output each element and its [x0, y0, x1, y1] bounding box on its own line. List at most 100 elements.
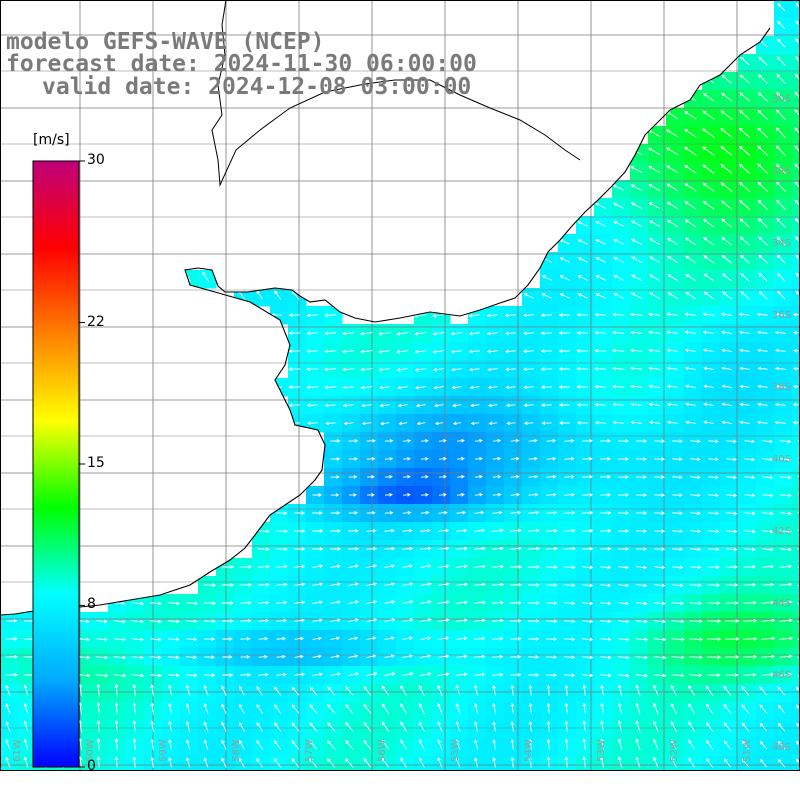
wind-arrow — [690, 547, 702, 552]
wind-arrow — [671, 619, 685, 624]
wind-arrow — [455, 684, 461, 697]
wind-arrow — [576, 366, 589, 371]
wind-arrow — [653, 601, 666, 606]
wind-arrow — [185, 702, 191, 715]
wind-arrow — [594, 330, 607, 335]
wind-arrow — [487, 367, 498, 372]
wind-arrow — [761, 654, 776, 659]
lon-label: 55W — [450, 739, 461, 762]
wind-arrow — [437, 618, 450, 622]
wind-arrow — [523, 293, 534, 299]
wind-arrow — [740, 291, 750, 300]
wind-arrow — [564, 684, 569, 696]
wind-arrow — [363, 685, 372, 696]
wind-arrow — [721, 255, 732, 264]
wind-arrow — [792, 348, 800, 353]
wind-arrow — [618, 475, 630, 479]
wind-arrow — [470, 403, 480, 408]
wind-arrow — [689, 601, 703, 606]
wind-arrow — [288, 367, 301, 371]
wind-arrow — [707, 529, 720, 534]
wind-arrow — [546, 438, 557, 443]
wind-arrow — [437, 721, 443, 733]
wind-arrow — [653, 583, 666, 588]
wind-arrow — [401, 618, 414, 623]
wind-arrow — [203, 739, 209, 750]
wind-arrow — [600, 565, 612, 570]
wind-arrow — [685, 291, 696, 300]
wind-arrow — [618, 547, 630, 551]
wind-arrow — [725, 511, 738, 516]
wind-arrow — [167, 673, 180, 678]
wind-arrow — [690, 457, 701, 462]
lon-label: 56W — [377, 739, 388, 762]
wind-arrow — [366, 546, 378, 551]
wind-arrow — [559, 293, 570, 299]
wind-arrow — [688, 703, 696, 715]
wind-arrow — [291, 704, 300, 714]
wind-arrow — [275, 564, 288, 569]
wind-arrow — [239, 739, 245, 750]
wind-arrow — [528, 684, 533, 696]
wind-arrow — [739, 200, 751, 210]
wind-arrow — [540, 331, 552, 335]
wind-arrow — [723, 685, 732, 696]
wind-arrow — [324, 367, 337, 372]
wind-arrow — [703, 420, 714, 425]
wind-arrow — [492, 720, 496, 732]
wind-arrow — [330, 600, 342, 604]
wind-arrow — [690, 475, 701, 480]
wind-arrow — [5, 720, 11, 733]
wind-arrow — [612, 366, 625, 371]
wind-arrow — [327, 740, 336, 750]
wind-arrow — [758, 272, 768, 282]
wind-arrow — [239, 757, 245, 768]
wind-arrow — [402, 546, 414, 551]
wind-arrow — [345, 757, 354, 768]
wind-arrow — [455, 564, 468, 569]
wind-arrow — [649, 238, 661, 246]
wind-arrow — [546, 655, 558, 659]
wind-arrow — [739, 92, 751, 102]
wind-arrow — [792, 402, 800, 407]
wind-arrow — [563, 583, 576, 588]
wind-arrow — [527, 565, 540, 569]
wind-arrow — [743, 564, 757, 569]
wind-arrow — [77, 619, 90, 624]
wind-arrow — [491, 528, 504, 533]
wind-arrow — [348, 546, 360, 551]
wind-arrow — [707, 673, 721, 678]
wind-arrow — [545, 619, 558, 623]
wind-arrow — [203, 685, 209, 696]
wind-arrow — [330, 439, 341, 443]
wind-arrow — [630, 366, 643, 371]
wind-arrow — [378, 385, 391, 390]
wind-arrow — [635, 738, 641, 751]
wind-arrow — [635, 601, 648, 606]
wind-arrow — [510, 720, 515, 732]
wind-arrow — [167, 655, 180, 660]
wind-arrow — [777, 20, 786, 30]
wind-arrow — [702, 330, 715, 335]
wind-arrow — [684, 128, 697, 138]
wind-arrow — [762, 457, 774, 462]
wind-arrow — [684, 348, 697, 353]
wind-arrow — [383, 600, 396, 605]
wind-arrow — [741, 758, 750, 768]
wind-arrow — [492, 684, 496, 697]
wind-arrow — [309, 722, 318, 732]
wind-arrow — [635, 684, 641, 697]
wind-arrow — [504, 331, 516, 336]
wind-arrow — [600, 601, 612, 606]
wind-arrow — [291, 722, 300, 732]
wind-arrow — [564, 655, 576, 660]
wind-arrow — [275, 511, 288, 516]
wind-arrow — [23, 756, 29, 769]
wind-arrow — [779, 493, 792, 498]
wind-arrow — [636, 529, 648, 533]
wind-arrow — [648, 184, 661, 192]
wind-arrow — [418, 703, 425, 715]
wind-arrow — [186, 637, 198, 642]
wind-arrow — [671, 673, 685, 678]
